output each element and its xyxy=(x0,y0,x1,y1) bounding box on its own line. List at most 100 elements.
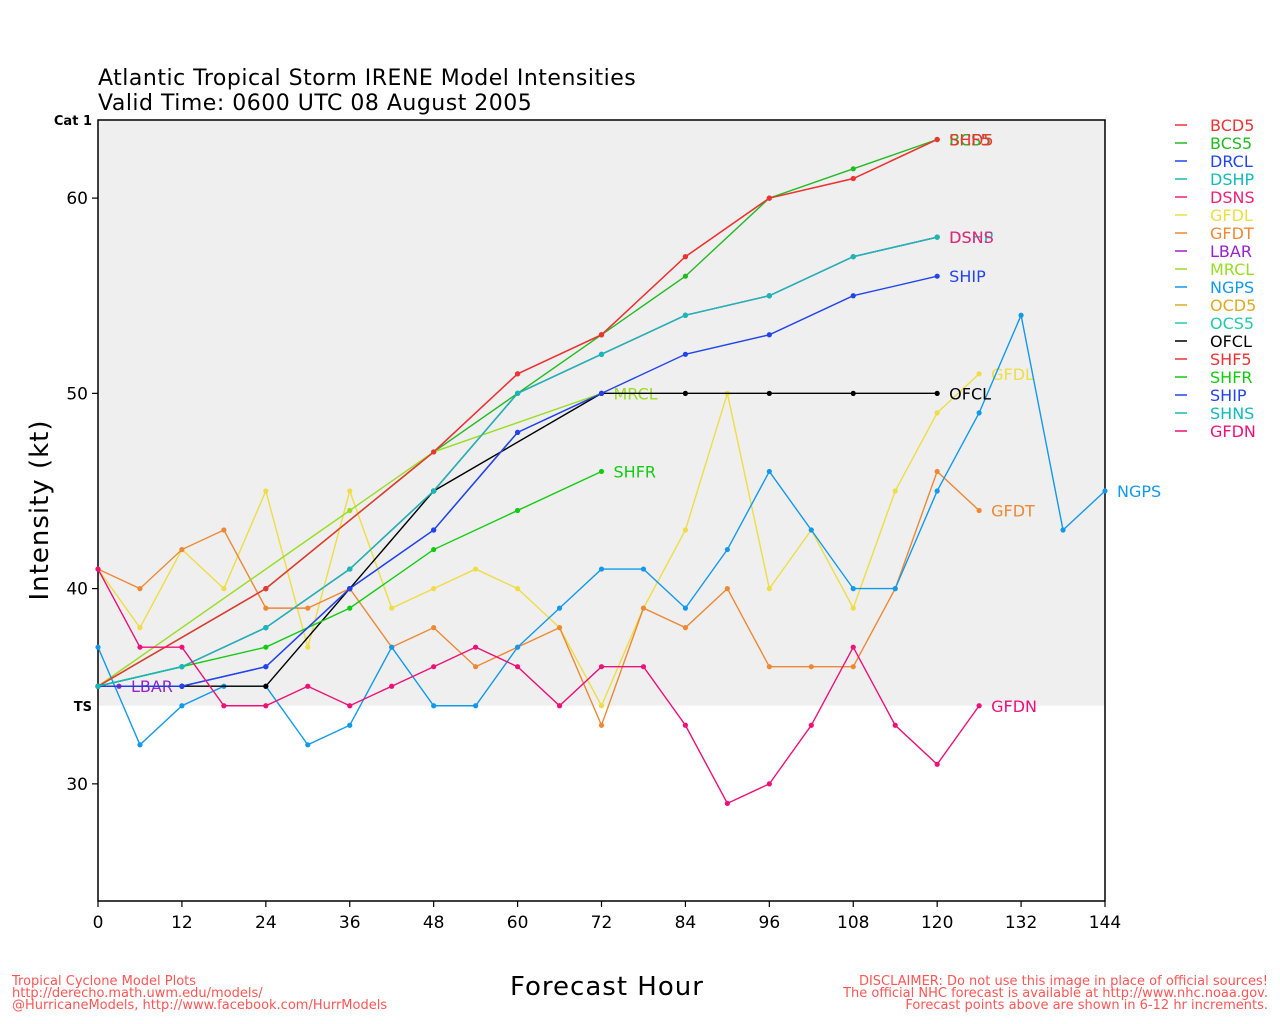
legend-label-dshp: DSHP xyxy=(1210,170,1255,189)
legend-label-shfr: SHFR xyxy=(1210,368,1253,387)
series-line-gfdl xyxy=(97,373,980,708)
data-point-ngps xyxy=(1018,312,1024,318)
chart-title-line1: Atlantic Tropical Storm IRENE Model Inte… xyxy=(98,66,637,91)
data-point-gfdt xyxy=(221,527,227,533)
data-point-gfdl xyxy=(347,488,353,494)
data-point-ofcl xyxy=(766,390,772,396)
data-point-gfdt xyxy=(682,625,689,631)
data-point-ship xyxy=(431,527,437,533)
y-tick-label: 40 xyxy=(66,580,88,600)
data-point-gfdn xyxy=(137,644,143,650)
data-point-ngps xyxy=(892,586,898,592)
data-point-gfdl xyxy=(137,625,143,631)
y-axis-label: Intensity (kt) xyxy=(25,419,55,601)
data-point-ship xyxy=(934,273,940,279)
data-point-shfr xyxy=(431,546,437,553)
data-point-shns xyxy=(934,234,940,240)
legend-label-ngps: NGPS xyxy=(1210,278,1254,297)
data-point-gfdl xyxy=(598,703,605,709)
band-label: TS xyxy=(74,700,92,715)
data-point-ship xyxy=(514,429,521,435)
legend-label-ocs5: OCS5 xyxy=(1210,314,1254,333)
data-point-shns xyxy=(347,566,353,572)
data-point-shns xyxy=(431,488,437,494)
series-end-label-gfdn: GFDN xyxy=(991,697,1037,716)
data-point-gfdt xyxy=(556,625,563,631)
x-tick-label: 108 xyxy=(837,913,869,933)
data-point-ngps xyxy=(766,468,772,475)
data-point-gfdt xyxy=(766,664,772,670)
data-point-gfdn xyxy=(598,664,605,670)
y-tick-label: 60 xyxy=(66,189,88,209)
footer-credits: Tropical Cyclone Model Plots http://dere… xyxy=(12,974,388,1013)
footer-disclaimer: DISCLAIMER: Do not use this image in pla… xyxy=(843,975,1268,1013)
series-line-mrcl xyxy=(97,392,602,687)
x-tick-label: 132 xyxy=(1005,913,1037,933)
data-point-mrcl xyxy=(347,507,353,514)
data-point-gfdl xyxy=(514,586,521,592)
data-point-gfdn xyxy=(556,703,563,709)
data-point-gfdt xyxy=(976,507,982,514)
data-point-gfdn xyxy=(724,800,730,806)
data-point-gfdt xyxy=(137,586,143,592)
data-point-gfdn xyxy=(514,664,521,670)
data-point-gfdl xyxy=(934,410,940,416)
data-point-bcs5 xyxy=(850,166,856,172)
data-point-shns xyxy=(850,254,856,260)
series-end-label-bcd5: BCD5 xyxy=(949,131,993,150)
x-tick-label: 36 xyxy=(339,913,361,933)
data-point-shf5 xyxy=(431,449,437,455)
series-end-label-gfdt: GFDT xyxy=(991,502,1035,521)
data-point-ofcl xyxy=(682,390,689,396)
data-point-ship xyxy=(766,332,772,338)
series-end-label-shf5: SHF5 xyxy=(949,131,991,150)
data-point-gfdt xyxy=(431,625,437,631)
legend-label-shf5: SHF5 xyxy=(1210,350,1252,369)
data-point-ofcl xyxy=(934,390,940,396)
band-label: Cat 1 xyxy=(54,114,92,129)
data-point-gfdn xyxy=(682,722,689,728)
series-line-ofcl xyxy=(98,392,938,687)
data-point-gfdl xyxy=(389,605,395,611)
y-tick-label: 50 xyxy=(66,384,88,404)
data-point-gfdt xyxy=(808,664,814,670)
footer-disclaimer-line: Forecast points above are shown in 6-12 … xyxy=(905,998,1268,1013)
footer-disclaimer-line: The official NHC forecast is available a… xyxy=(843,986,1268,1001)
footer-credit-line[interactable]: @HurricaneModels, http://www.facebook.co… xyxy=(12,998,388,1013)
data-point-ngps xyxy=(598,566,605,572)
data-point-gfdl xyxy=(892,488,898,494)
data-point-gfdl xyxy=(431,586,437,592)
series-end-label-gfdl: GFDL xyxy=(991,365,1034,384)
data-point-gfdt xyxy=(724,586,730,592)
data-point-gfdn xyxy=(95,566,101,572)
data-point-ship xyxy=(598,390,605,396)
data-point-shfr xyxy=(514,507,521,514)
data-point-ofcl xyxy=(263,683,269,689)
data-point-gfdn xyxy=(347,703,353,709)
data-point-shf5 xyxy=(682,254,689,260)
data-point-ofcl xyxy=(850,390,856,396)
x-tick-label: 48 xyxy=(423,913,445,933)
data-point-ngps xyxy=(347,722,353,728)
series-end-label-ngps: NGPS xyxy=(1117,482,1161,501)
data-point-shns xyxy=(766,293,772,299)
legend-label-bcd5: BCD5 xyxy=(1210,116,1254,135)
data-point-gfdn xyxy=(221,703,227,709)
data-point-gfdn xyxy=(473,644,479,650)
data-point-ngps xyxy=(514,644,521,650)
footer-credit-line: Tropical Cyclone Model Plots xyxy=(12,974,197,989)
data-point-gfdn xyxy=(892,722,898,728)
data-point-shns xyxy=(598,351,605,357)
x-axis-label: Forecast Hour xyxy=(510,972,704,1002)
data-point-ngps xyxy=(179,703,185,709)
data-point-shf5 xyxy=(263,586,269,592)
series-line-gfdn xyxy=(97,568,980,805)
footer-credit-line[interactable]: http://derecho.math.uwm.edu/models/ xyxy=(12,986,263,1001)
data-point-gfdl xyxy=(221,586,227,592)
data-point-shf5 xyxy=(514,371,521,377)
data-point-ngps xyxy=(95,644,101,650)
legend-label-dsns: DSNS xyxy=(1210,188,1255,207)
data-point-gfdt xyxy=(640,605,647,611)
data-point-ngps xyxy=(976,410,982,416)
